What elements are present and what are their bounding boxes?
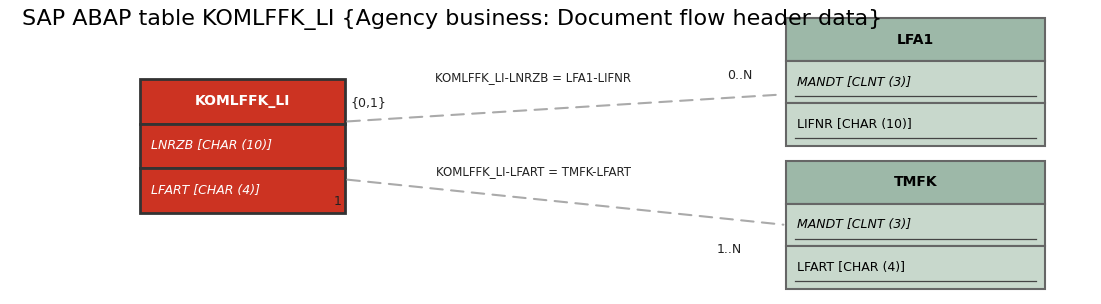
Text: 1..N: 1..N [716,243,741,256]
FancyBboxPatch shape [140,79,345,124]
Text: KOMLFFK_LI: KOMLFFK_LI [195,94,290,108]
Text: LIFNR [CHAR (10)]: LIFNR [CHAR (10)] [797,118,912,131]
Text: SAP ABAP table KOMLFFK_LI {Agency business: Document flow header data}: SAP ABAP table KOMLFFK_LI {Agency busine… [22,9,882,30]
FancyBboxPatch shape [786,103,1045,146]
Text: LNRZB [CHAR (10)]: LNRZB [CHAR (10)] [151,140,272,152]
FancyBboxPatch shape [140,168,345,213]
Text: {0,1}: {0,1} [350,96,385,109]
FancyBboxPatch shape [786,204,1045,246]
Text: 0..N: 0..N [727,69,752,82]
Text: LFART [CHAR (4)]: LFART [CHAR (4)] [797,261,905,274]
Text: TMFK: TMFK [894,175,937,189]
Text: MANDT [CLNT (3)]: MANDT [CLNT (3)] [797,219,911,231]
FancyBboxPatch shape [140,124,345,168]
Text: LFA1: LFA1 [897,33,934,47]
Text: MANDT [CLNT (3)]: MANDT [CLNT (3)] [797,76,911,88]
Text: LFART [CHAR (4)]: LFART [CHAR (4)] [151,184,260,197]
Text: KOMLFFK_LI-LNRZB = LFA1-LIFNR: KOMLFFK_LI-LNRZB = LFA1-LIFNR [435,71,631,84]
Text: KOMLFFK_LI-LFART = TMFK-LFART: KOMLFFK_LI-LFART = TMFK-LFART [436,165,631,178]
Text: 1: 1 [334,195,341,208]
FancyBboxPatch shape [786,18,1045,61]
FancyBboxPatch shape [786,161,1045,204]
FancyBboxPatch shape [786,246,1045,289]
FancyBboxPatch shape [786,61,1045,103]
